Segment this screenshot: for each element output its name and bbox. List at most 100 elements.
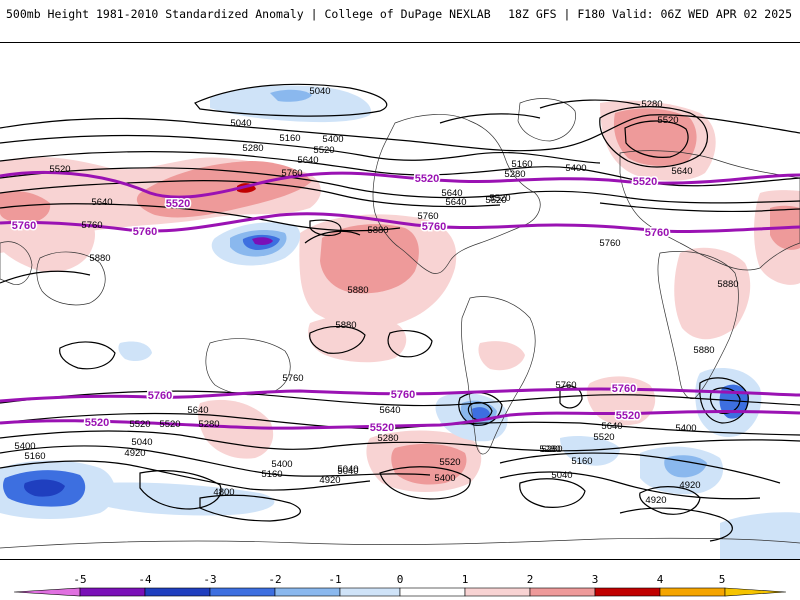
colorbar-tick-label: -1 bbox=[328, 573, 341, 586]
highlight-label: 5760 bbox=[391, 389, 415, 401]
contour-line bbox=[439, 113, 541, 124]
contour-label: 5640 bbox=[187, 405, 208, 416]
contour-label: 5520 bbox=[439, 457, 460, 468]
contour-label: 4800 bbox=[213, 487, 234, 498]
anomaly-neg-10 bbox=[100, 482, 275, 516]
contour-line bbox=[387, 330, 433, 358]
contour-line bbox=[0, 430, 800, 452]
contour-label: 5280 bbox=[242, 143, 263, 154]
anomaly-neg-6 bbox=[252, 237, 273, 245]
contour-label: 5040 bbox=[309, 86, 330, 97]
contour-label: 4920 bbox=[645, 495, 666, 506]
highlight-label-layer: 5520 5760 5520 5760 5520 5760 5760 5760 … bbox=[10, 172, 670, 436]
contour-line bbox=[539, 99, 641, 109]
colorbar-segment bbox=[209, 587, 276, 597]
contour-label: 5400 bbox=[14, 441, 35, 452]
contour-line bbox=[379, 466, 471, 500]
contour-label: 5520 bbox=[159, 419, 180, 430]
contour-label: 5160 bbox=[571, 456, 592, 467]
colorbar-tick-label: -5 bbox=[73, 573, 86, 586]
highlight-label: 5760 bbox=[645, 227, 669, 239]
contour-line bbox=[199, 494, 301, 522]
contour-label: 5280 bbox=[377, 433, 398, 444]
contour-label: 5520 bbox=[129, 419, 150, 430]
highlight-contour-5760-south bbox=[0, 387, 800, 403]
contour-label: 5040 bbox=[131, 437, 152, 448]
anomaly-pos-18 bbox=[478, 341, 525, 371]
contour-label-layer: 5040 5040 5160 5280 5400 5520 5640 5760 … bbox=[14, 86, 738, 506]
title-bar: 500mb Height 1981-2010 Standardized Anom… bbox=[0, 0, 800, 30]
highlight-contour-layer bbox=[0, 170, 800, 430]
colorbar-segment bbox=[724, 587, 787, 597]
colorbar-segment bbox=[659, 587, 726, 597]
anomaly-pos-8 bbox=[308, 316, 407, 363]
contour-line bbox=[599, 202, 800, 213]
highlight-contour-5760-north bbox=[0, 212, 800, 234]
anomaly-pos-4 bbox=[0, 210, 95, 273]
contour-line bbox=[59, 341, 116, 370]
highlight-label: 5760 bbox=[612, 383, 636, 395]
contour-label: 5400 bbox=[565, 163, 586, 174]
colorbar-tick-label: 4 bbox=[657, 573, 664, 586]
highlight-label: 5760 bbox=[12, 220, 36, 232]
contour-label: 5760 bbox=[281, 168, 302, 179]
colorbar-tick-label: 2 bbox=[527, 573, 534, 586]
contour-label: 5040 bbox=[230, 118, 251, 129]
contour-label: 5760 bbox=[81, 220, 102, 231]
anomaly-neg-17 bbox=[664, 455, 707, 478]
contour-label: 5520 bbox=[485, 195, 506, 206]
colorbar-segment bbox=[339, 587, 401, 597]
contour-label: 4920 bbox=[124, 448, 145, 459]
anomaly-pos-11 bbox=[674, 247, 751, 340]
colorbar-segment bbox=[529, 587, 596, 597]
contour-label: 5160 bbox=[261, 469, 282, 480]
highlight-label: 5760 bbox=[148, 390, 172, 402]
contour-line bbox=[194, 83, 388, 117]
contour-label: 5040 bbox=[337, 464, 358, 475]
contour-line bbox=[624, 120, 689, 158]
coast-south-america bbox=[461, 296, 536, 455]
contour-label: 5880 bbox=[367, 225, 388, 236]
contour-label: 5280 bbox=[541, 444, 562, 455]
colorbar-segment bbox=[144, 587, 211, 597]
contour-label: 5280 bbox=[539, 444, 560, 455]
anomaly-pos-5 bbox=[0, 191, 51, 223]
contour-line bbox=[309, 325, 366, 354]
anomaly-neg-9 bbox=[24, 479, 65, 497]
contour-line bbox=[458, 392, 503, 426]
anomaly-neg-13 bbox=[472, 407, 490, 420]
contour-label: 5640 bbox=[441, 188, 462, 199]
contour-label: 5520 bbox=[49, 164, 70, 175]
contour-label: 5640 bbox=[671, 166, 692, 177]
contour-label: 5520 bbox=[313, 145, 334, 156]
contour-label: 5880 bbox=[347, 285, 368, 296]
highlight-label: 5520 bbox=[370, 422, 394, 434]
contour-label: 5520 bbox=[657, 115, 678, 126]
coast-se-asia bbox=[36, 251, 106, 306]
contour-label: 5880 bbox=[693, 345, 714, 356]
contour-label: 5400 bbox=[322, 134, 343, 145]
colorbar-segment bbox=[464, 587, 531, 597]
highlight-label: 5520 bbox=[415, 173, 439, 185]
contour-label: 4920 bbox=[319, 475, 340, 486]
anomaly-neg-18 bbox=[560, 436, 620, 466]
contour-line bbox=[499, 452, 781, 484]
colorbar-tick-label: -3 bbox=[203, 573, 216, 586]
colorbar-tick-label: -2 bbox=[268, 573, 281, 586]
coast-antarctica bbox=[0, 537, 800, 549]
anomaly-colorbar: -5 -4 -3 -2 -1 0 1 2 3 4 5 bbox=[13, 573, 787, 597]
contour-line bbox=[0, 460, 371, 491]
contour-label: 5760 bbox=[555, 380, 576, 391]
contour-label: 5760 bbox=[599, 238, 620, 249]
highlight-label: 5520 bbox=[616, 410, 640, 422]
highlight-label: 5520 bbox=[166, 198, 190, 210]
contour-line bbox=[499, 471, 761, 500]
contour-label: 5640 bbox=[379, 405, 400, 416]
contour-line bbox=[0, 445, 431, 477]
colorbar-segment bbox=[13, 587, 81, 597]
colorbar-tick-label: 0 bbox=[397, 573, 404, 586]
contour-label: 5520 bbox=[489, 193, 510, 204]
highlight-label: 5760 bbox=[133, 226, 157, 238]
contour-line bbox=[0, 203, 401, 232]
contour-line bbox=[309, 219, 342, 237]
